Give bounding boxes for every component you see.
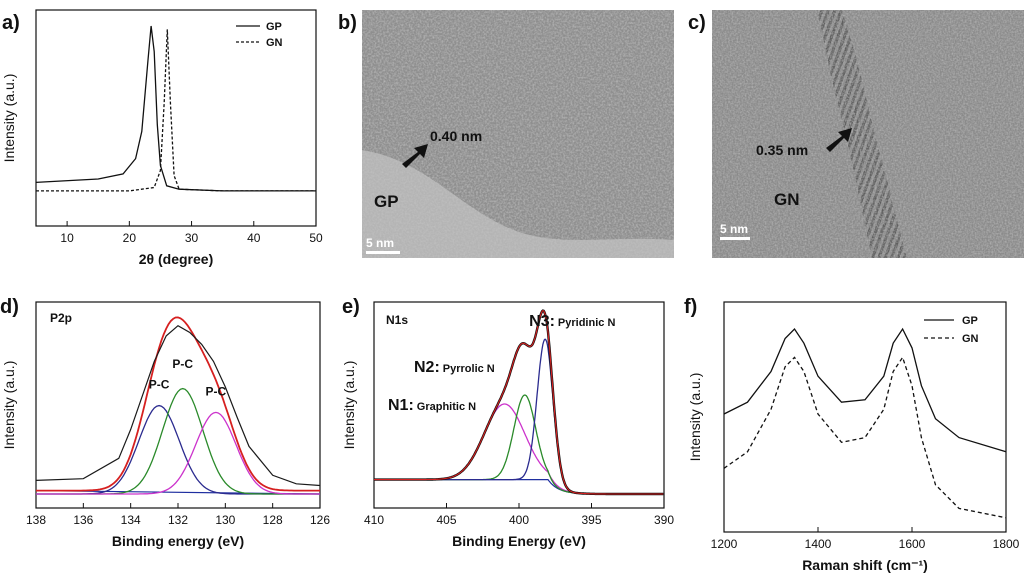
y-axis-title: Intensity (a.u.) xyxy=(1,74,17,163)
tem-image-gn: 0.35 nm GN 5 nm xyxy=(712,10,1024,258)
x-tick-label: 30 xyxy=(185,231,199,245)
x-tick-label: 400 xyxy=(509,513,529,527)
tem-texture xyxy=(712,10,1024,258)
envelope-fit xyxy=(374,309,664,495)
tem-texture xyxy=(362,10,674,258)
y-axis-title: Intensity (a.u.) xyxy=(1,361,17,450)
background-line xyxy=(374,479,664,495)
peak-label: N2: Pyrrolic N xyxy=(414,359,495,376)
x-axis-title: Raman shift (cm⁻¹) xyxy=(802,557,928,573)
legend-label: GP xyxy=(266,21,282,33)
p2p-xps-chart: 138 136 134 132 130 128 126 Binding energy (eV)… xyxy=(1,301,330,549)
component-peak xyxy=(36,387,320,495)
panel-label-f: f) xyxy=(684,296,698,318)
x-tick-label: 136 xyxy=(73,513,93,527)
scale-label: 5 nm xyxy=(366,236,395,250)
legend-label: GP xyxy=(962,315,978,327)
arrow-icon xyxy=(402,144,428,168)
arrow-icon xyxy=(826,128,852,152)
spectrum-annotation: P2p xyxy=(50,311,72,325)
x-tick-label: 390 xyxy=(654,513,674,527)
panel-label-a: a) xyxy=(2,12,20,34)
panel-label-c: c) xyxy=(688,12,706,34)
x-tick-label: 50 xyxy=(309,231,323,245)
x-tick-label: 130 xyxy=(215,513,235,527)
x-tick-label: 126 xyxy=(310,513,330,527)
measured-data xyxy=(35,324,321,487)
panel-label-d: d) xyxy=(0,296,19,318)
component-peak xyxy=(36,411,320,495)
panel-label-e: e) xyxy=(342,296,360,318)
x-axis-title: 2θ (degree) xyxy=(139,251,213,267)
series-line-GP xyxy=(35,25,316,192)
x-tick-label: 410 xyxy=(364,513,384,527)
plot-frame xyxy=(35,9,317,227)
legend-label: GN xyxy=(266,37,283,49)
tem-image-gp: 0.40 nm GP 5 nm xyxy=(362,10,674,258)
series-line-GP xyxy=(723,327,1007,453)
envelope-fit xyxy=(36,316,320,492)
series-line-GN xyxy=(723,355,1007,519)
x-tick-label: 20 xyxy=(123,231,137,245)
x-tick-label: 134 xyxy=(121,513,141,527)
x-tick-label: 1800 xyxy=(993,537,1020,551)
xrd-chart: 10 20 30 40 50 2θ (degree) Intensity (a.u.) GP G… xyxy=(1,9,323,267)
plot-frame xyxy=(723,301,1007,533)
scale-bar xyxy=(720,237,750,240)
spectrum-annotation: N1s xyxy=(386,313,408,327)
peak-label: N1: Graphitic N xyxy=(388,397,476,414)
sample-label: GN xyxy=(774,190,800,209)
peak-label: N3: Pyridinic N xyxy=(529,313,615,330)
x-tick-label: 10 xyxy=(60,231,74,245)
x-tick-label: 132 xyxy=(168,513,188,527)
x-tick-label: 138 xyxy=(26,513,46,527)
y-axis-title: Intensity (a.u.) xyxy=(687,373,703,462)
x-tick-label: 40 xyxy=(247,231,261,245)
peak-label: P-C xyxy=(149,378,170,392)
x-tick-label: 128 xyxy=(263,513,283,527)
x-tick-label: 1600 xyxy=(899,537,926,551)
series-line-GN xyxy=(36,29,316,192)
legend-label: GN xyxy=(962,333,979,345)
sample-label: GP xyxy=(374,192,399,211)
x-axis-title: Binding energy (eV) xyxy=(112,533,244,549)
x-tick-label: 405 xyxy=(436,513,456,527)
raman-chart: 1200 1400 1600 1800 Raman shift (cm⁻¹) Intens… xyxy=(687,301,1020,573)
panel-label-b: b) xyxy=(338,12,357,34)
x-tick-label: 1200 xyxy=(711,537,738,551)
x-axis-title: Binding Energy (eV) xyxy=(452,533,586,549)
scale-bar xyxy=(366,251,400,254)
peak-label: P-C xyxy=(206,384,227,398)
scale-label: 5 nm xyxy=(720,222,749,236)
x-tick-label: 395 xyxy=(581,513,601,527)
lattice-spacing-label: 0.40 nm xyxy=(430,128,483,144)
peak-label: P-C xyxy=(172,357,193,371)
y-axis-title: Intensity (a.u.) xyxy=(341,361,357,450)
x-tick-label: 1400 xyxy=(805,537,832,551)
lattice-spacing-label: 0.35 nm xyxy=(756,142,809,158)
n1s-xps-chart: 410 405 400 395 390 Binding Energy (eV) Intens… xyxy=(341,301,674,549)
